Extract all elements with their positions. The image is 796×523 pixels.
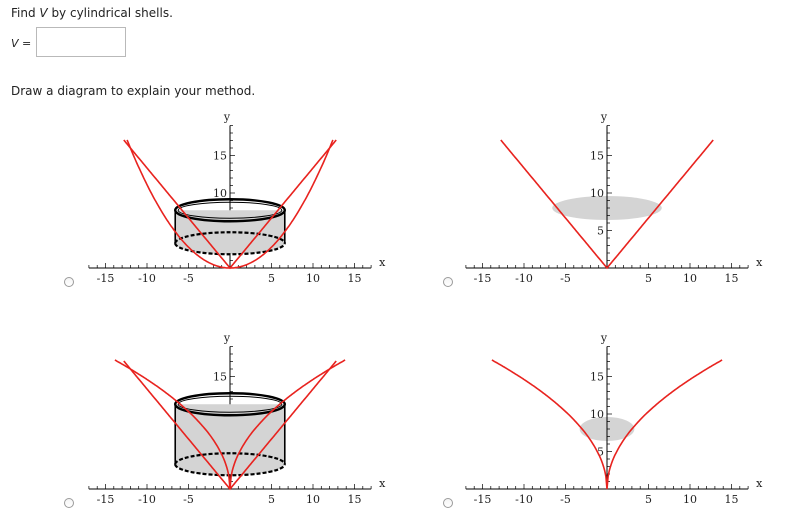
- x-tick-label: -10: [138, 493, 156, 506]
- x-tick-label: -10: [515, 272, 533, 285]
- option-d-radio[interactable]: [443, 498, 453, 508]
- x-tick-label: -5: [183, 493, 194, 506]
- shell-bottom-back: [174, 452, 286, 465]
- x-axis-label: x: [379, 477, 386, 490]
- question-text: Find V by cylindrical shells.: [11, 6, 173, 20]
- x-axis-label: x: [756, 477, 763, 490]
- y-tick-label: 15: [590, 150, 604, 163]
- x-tick-label: -10: [515, 493, 533, 506]
- y-tick-label: 10: [590, 187, 604, 200]
- x-tick-label: 15: [348, 272, 362, 285]
- y-axis-label: y: [223, 111, 231, 124]
- y-tick-label: 15: [213, 150, 227, 163]
- x-tick-label: 5: [268, 272, 275, 285]
- x-tick-label: -5: [560, 272, 571, 285]
- option-a-radio[interactable]: [64, 277, 74, 287]
- x-tick-label: 10: [683, 493, 697, 506]
- shell-top-inner-rim: [177, 395, 283, 413]
- y-tick-label: 5: [597, 225, 604, 238]
- y-tick-label: 10: [590, 408, 604, 421]
- shell-surface: [175, 404, 285, 476]
- curve-series-2: [123, 139, 337, 270]
- curve-series-1: [500, 139, 714, 270]
- x-tick-label: 5: [268, 493, 275, 506]
- shell-top-inner-rim: [177, 201, 283, 219]
- x-tick-label: 15: [348, 493, 362, 506]
- x-tick-label: -15: [97, 493, 115, 506]
- answer-input[interactable]: [36, 27, 126, 57]
- shell-bottom-front: [174, 463, 286, 477]
- x-axis-label: x: [379, 256, 386, 269]
- x-tick-label: -15: [474, 272, 492, 285]
- curve-series-1: [491, 359, 723, 490]
- x-tick-label: 10: [683, 272, 697, 285]
- option-c-radio[interactable]: [64, 498, 74, 508]
- diagram-prompt: Draw a diagram to explain your method.: [11, 84, 256, 98]
- shell-bottom-front: [174, 242, 286, 256]
- y-tick-label: 10: [213, 187, 227, 200]
- x-tick-label: -15: [474, 493, 492, 506]
- x-tick-label: -5: [183, 272, 194, 285]
- shell-top-rim: [174, 198, 286, 223]
- y-tick-label: 15: [590, 371, 604, 384]
- x-tick-label: 10: [306, 493, 320, 506]
- shell-top-rim: [174, 392, 286, 417]
- x-tick-label: -15: [97, 272, 115, 285]
- y-tick-label: 15: [213, 371, 227, 384]
- x-tick-label: 15: [725, 272, 739, 285]
- x-tick-label: 5: [645, 272, 652, 285]
- x-tick-label: 15: [725, 493, 739, 506]
- y-tick-label: 5: [597, 446, 604, 459]
- x-tick-label: -10: [138, 272, 156, 285]
- y-axis-label: y: [600, 111, 608, 124]
- curve-series-2: [123, 360, 337, 491]
- y-axis-label: y: [600, 332, 608, 345]
- x-tick-label: -5: [560, 493, 571, 506]
- answer-label: V =: [11, 37, 32, 50]
- x-tick-label: 10: [306, 272, 320, 285]
- option-b-radio[interactable]: [443, 277, 453, 287]
- y-axis-label: y: [223, 332, 231, 345]
- x-axis-label: x: [756, 256, 763, 269]
- x-tick-label: 5: [645, 493, 652, 506]
